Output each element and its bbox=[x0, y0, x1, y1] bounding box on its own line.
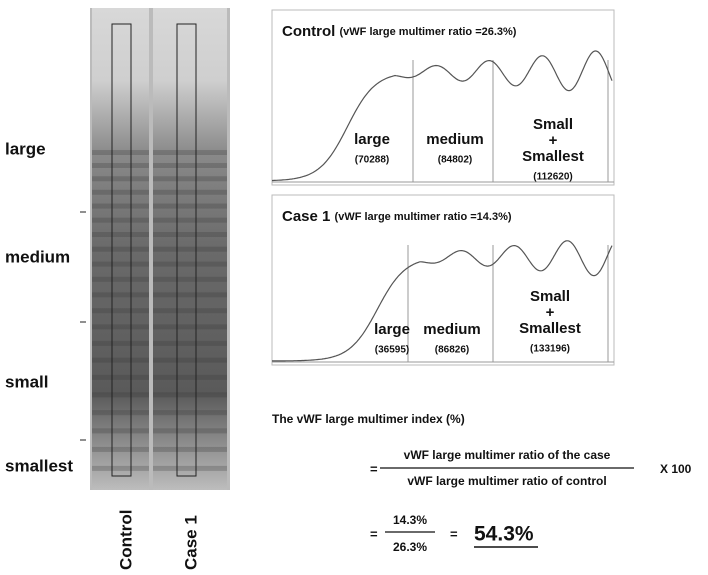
region-value: (86826) bbox=[435, 345, 469, 356]
gel-band bbox=[153, 176, 227, 181]
panel-subtitle: (vWF large multimer ratio =14.3%) bbox=[335, 211, 512, 223]
gel-image bbox=[80, 8, 230, 490]
region-label: large bbox=[374, 321, 410, 338]
equals: = bbox=[370, 461, 378, 476]
region-label: Smallest bbox=[519, 320, 581, 337]
gel-band bbox=[153, 358, 227, 363]
gel-band bbox=[92, 176, 149, 181]
region-label: + bbox=[546, 304, 555, 321]
region-label: Small bbox=[533, 116, 573, 133]
gel-band bbox=[92, 375, 149, 380]
gel-band bbox=[153, 466, 227, 471]
gel-band bbox=[153, 341, 227, 346]
region-label: Small bbox=[530, 288, 570, 305]
value-denominator: 26.3% bbox=[393, 540, 427, 554]
equals: = bbox=[370, 526, 378, 541]
region-label: + bbox=[549, 132, 558, 149]
gel-band bbox=[153, 410, 227, 415]
multiplier: X 100 bbox=[660, 462, 692, 476]
row-label: large bbox=[5, 139, 46, 158]
denominator: vWF large multimer ratio of control bbox=[407, 474, 606, 488]
gel-band bbox=[92, 341, 149, 346]
gel-band bbox=[153, 204, 227, 209]
formula-title: The vWF large multimer index (%) bbox=[272, 412, 465, 426]
row-label: smallest bbox=[5, 456, 73, 475]
panel-title-name: Control bbox=[282, 23, 335, 40]
gel-band bbox=[92, 277, 149, 282]
gel-band bbox=[92, 428, 149, 433]
gel-band bbox=[153, 232, 227, 237]
panel-title-name: Case 1 bbox=[282, 208, 330, 225]
gel-band bbox=[92, 410, 149, 415]
gel-band bbox=[153, 447, 227, 452]
panel-subtitle: (vWF large multimer ratio =26.3%) bbox=[340, 26, 517, 38]
gel-band bbox=[153, 150, 227, 155]
gel-band bbox=[92, 308, 149, 313]
region-label: medium bbox=[426, 131, 484, 148]
gel-band bbox=[92, 150, 149, 155]
numerator: vWF large multimer ratio of the case bbox=[404, 448, 611, 462]
gel-band bbox=[92, 163, 149, 168]
row-label: medium bbox=[5, 247, 70, 266]
gel-band bbox=[153, 324, 227, 329]
gel-band bbox=[92, 466, 149, 471]
gel-band bbox=[153, 262, 227, 267]
region-value: (84802) bbox=[438, 155, 472, 166]
gel-band bbox=[92, 190, 149, 195]
gel-band bbox=[153, 428, 227, 433]
gel-band bbox=[92, 232, 149, 237]
region-label: large bbox=[354, 131, 390, 148]
equals: = bbox=[450, 526, 458, 541]
panel-title: Control (vWF large multimer ratio =26.3%… bbox=[282, 23, 517, 40]
panel-title: Case 1 (vWF large multimer ratio =14.3%) bbox=[282, 208, 512, 225]
gel-band bbox=[153, 308, 227, 313]
region-label: Smallest bbox=[522, 148, 584, 165]
gel-band bbox=[153, 247, 227, 252]
gel-band bbox=[153, 292, 227, 297]
gel-band bbox=[92, 447, 149, 452]
gel-band bbox=[92, 218, 149, 223]
lane-label: Control bbox=[116, 510, 135, 570]
lane-label: Case 1 bbox=[181, 515, 200, 570]
value-numerator: 14.3% bbox=[393, 513, 427, 527]
region-value: (36595) bbox=[375, 345, 409, 356]
gel-band bbox=[92, 324, 149, 329]
gel-band bbox=[92, 204, 149, 209]
gel-band bbox=[153, 392, 227, 397]
gel-band bbox=[92, 392, 149, 397]
gel-band bbox=[92, 262, 149, 267]
row-label: small bbox=[5, 372, 48, 391]
region-value: (112620) bbox=[533, 172, 572, 183]
gel-band bbox=[153, 218, 227, 223]
region-value: (133196) bbox=[530, 344, 570, 355]
gel-band bbox=[153, 190, 227, 195]
region-value: (70288) bbox=[355, 155, 389, 166]
gel-band bbox=[153, 163, 227, 168]
result: 54.3% bbox=[474, 523, 534, 546]
gel-band bbox=[92, 292, 149, 297]
gel-band bbox=[92, 247, 149, 252]
figure: large medium small smallest Control Case… bbox=[0, 0, 708, 575]
gel-band bbox=[153, 277, 227, 282]
region-label: medium bbox=[423, 321, 481, 338]
gel-band bbox=[153, 375, 227, 380]
gel-band bbox=[92, 358, 149, 363]
